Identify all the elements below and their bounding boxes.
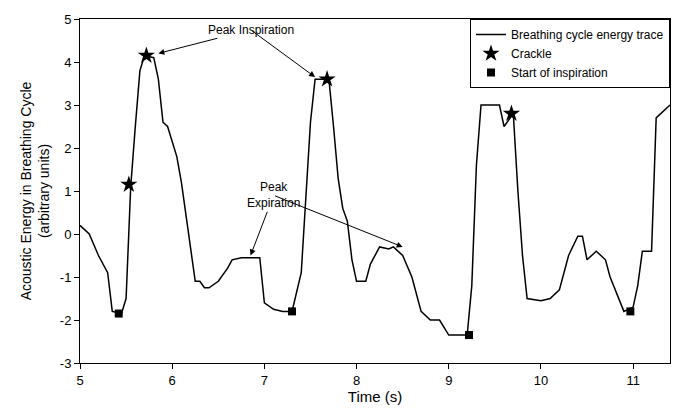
svg-text:Peak Inspiration: Peak Inspiration — [208, 23, 294, 37]
svg-text:-3: -3 — [60, 356, 72, 371]
svg-text:Crackle: Crackle — [511, 47, 552, 61]
svg-text:9: 9 — [445, 373, 452, 388]
svg-text:2: 2 — [64, 141, 71, 156]
svg-text:1: 1 — [64, 184, 71, 199]
svg-text:Acoustic Energy in Breathing C: Acoustic Energy in Breathing Cycle(arbit… — [18, 81, 52, 300]
svg-text:4: 4 — [64, 55, 71, 70]
svg-text:Start of inspiration: Start of inspiration — [511, 66, 608, 80]
svg-text:Breathing cycle energy trace: Breathing cycle energy trace — [511, 28, 663, 42]
svg-text:PeakExpiration: PeakExpiration — [247, 180, 300, 210]
svg-text:-2: -2 — [60, 313, 72, 328]
svg-text:3: 3 — [64, 98, 71, 113]
svg-text:0: 0 — [64, 227, 71, 242]
svg-text:7: 7 — [261, 373, 268, 388]
svg-text:6: 6 — [169, 373, 176, 388]
svg-text:10: 10 — [534, 373, 548, 388]
svg-text:-1: -1 — [60, 270, 72, 285]
svg-text:5: 5 — [76, 373, 83, 388]
svg-text:5: 5 — [64, 12, 71, 27]
svg-text:11: 11 — [626, 373, 640, 388]
svg-text:Time (s): Time (s) — [348, 388, 402, 405]
svg-text:8: 8 — [353, 373, 360, 388]
